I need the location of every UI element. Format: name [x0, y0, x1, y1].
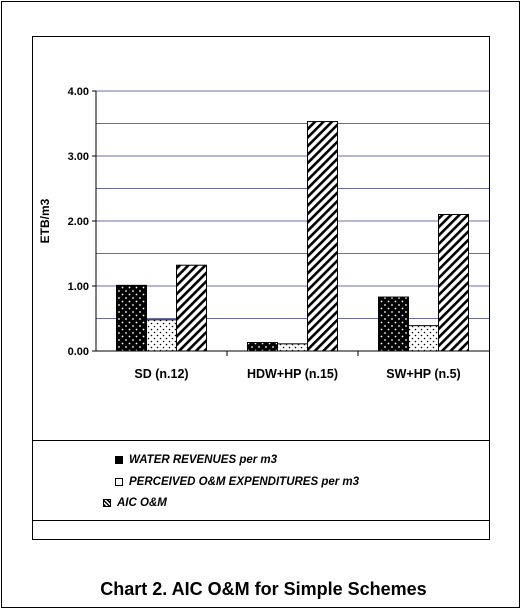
legend-label: AIC O&M [117, 497, 167, 509]
bar [247, 342, 278, 352]
bar [116, 284, 147, 352]
bar [408, 325, 439, 352]
bar [176, 264, 207, 352]
bar [307, 121, 338, 352]
x-category-label: SW+HP (n.5) [386, 367, 460, 381]
legend-label: PERCEIVED O&M EXPENDITURES per m3 [129, 476, 360, 488]
legend-item-perceived-expenditures: PERCEIVED O&M EXPENDITURES per m3 [115, 476, 359, 488]
chart-caption: Chart 2. AIC O&M for Simple Schemes [100, 579, 427, 599]
bar [378, 296, 409, 352]
legend-item-aic: AIC O&M [103, 497, 167, 509]
bar [438, 214, 469, 352]
y-tick-label: 1.00 [68, 281, 89, 293]
x-category-label: HDW+HP (n.15) [247, 367, 338, 381]
legend-swatch-light [115, 477, 123, 486]
y-tick-label: 0.00 [68, 346, 89, 358]
legend-swatch-dark [115, 455, 123, 464]
bar-chart: 0.00 1.00 2.00 3.00 4.00 ETB/m3 SD (n.12) HDW+H… [38, 86, 489, 381]
bar [277, 343, 308, 352]
legend-item-water-revenues: WATER REVENUES per m3 [115, 454, 277, 466]
legend-swatch-hatch [103, 498, 111, 507]
y-tick-label: 4.00 [68, 86, 89, 98]
y-tick-label: 3.00 [68, 151, 89, 163]
legend-label: WATER REVENUES per m3 [129, 454, 278, 466]
chart-area: 0.00 1.00 2.00 3.00 4.00 ETB/m3 SD (n.12) HDW+H… [32, 36, 490, 540]
y-tick-label: 2.00 [68, 216, 89, 228]
x-category-label: SD (n.12) [134, 367, 188, 381]
y-axis-label: ETB/m3 [38, 198, 52, 243]
bar [146, 319, 177, 352]
legend: WATER REVENUES per m3 PERCEIVED O&M EXPE… [33, 440, 489, 521]
